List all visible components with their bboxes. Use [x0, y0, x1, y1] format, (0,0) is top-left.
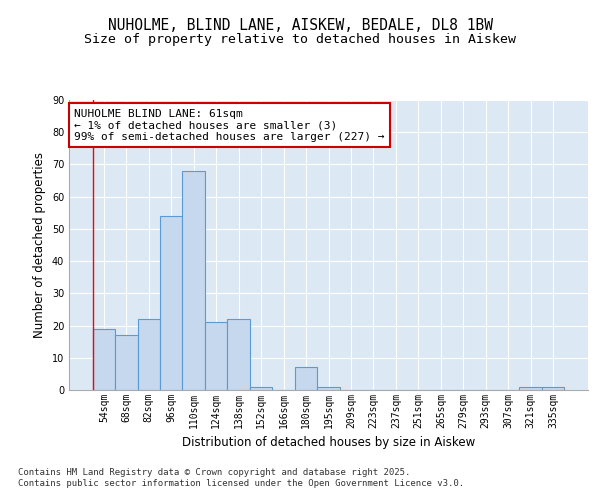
- Bar: [92, 329, 115, 390]
- Text: NUHOLME BLIND LANE: 61sqm
← 1% of detached houses are smaller (3)
99% of semi-de: NUHOLME BLIND LANE: 61sqm ← 1% of detach…: [74, 108, 385, 142]
- Text: Contains HM Land Registry data © Crown copyright and database right 2025.
Contai: Contains HM Land Registry data © Crown c…: [18, 468, 464, 487]
- X-axis label: Distribution of detached houses by size in Aiskew: Distribution of detached houses by size …: [182, 436, 475, 450]
- Y-axis label: Number of detached properties: Number of detached properties: [33, 152, 46, 338]
- Bar: [137, 319, 160, 390]
- Bar: [520, 387, 542, 390]
- Bar: [115, 335, 137, 390]
- Bar: [227, 319, 250, 390]
- Bar: [160, 216, 182, 390]
- Text: Size of property relative to detached houses in Aiskew: Size of property relative to detached ho…: [84, 32, 516, 46]
- Bar: [295, 368, 317, 390]
- Bar: [250, 387, 272, 390]
- Bar: [317, 387, 340, 390]
- Bar: [205, 322, 227, 390]
- Bar: [182, 171, 205, 390]
- Text: NUHOLME, BLIND LANE, AISKEW, BEDALE, DL8 1BW: NUHOLME, BLIND LANE, AISKEW, BEDALE, DL8…: [107, 18, 493, 32]
- Bar: [542, 387, 565, 390]
